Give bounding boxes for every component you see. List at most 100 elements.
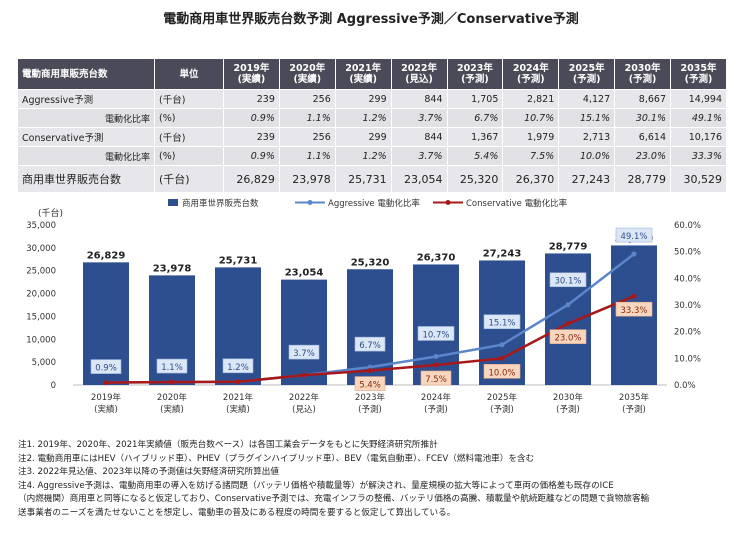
- conservative-point: [631, 293, 637, 299]
- table-cell: 1,367: [446, 127, 504, 147]
- table-cell: 26,829: [223, 165, 280, 193]
- table-cell: 0.9%: [223, 108, 280, 128]
- table-cell: 15.1%: [558, 108, 616, 128]
- table-cell: 25,731: [334, 165, 392, 193]
- table-cell: 10.0%: [558, 146, 616, 166]
- bar-data-label: 26,829: [87, 250, 126, 261]
- y2-tick-label: 30.0%: [674, 301, 701, 311]
- row-unit: (%): [154, 146, 224, 166]
- conservative-data-label: 7.5%: [425, 375, 447, 385]
- y2-tick-label: 10.0%: [674, 354, 701, 364]
- y-axis-label: (千台): [38, 207, 63, 219]
- table-cell: 239: [223, 89, 280, 109]
- table-row: 電動化比率 (%) 0.9% 1.1% 1.2% 3.7% 5.4% 7.5% 10.0% 23.…: [17, 146, 727, 166]
- x-tick-label: 2035年: [619, 392, 650, 403]
- table-cell: 0.9%: [223, 146, 280, 166]
- conservative-data-label-box: [615, 301, 653, 317]
- y2-tick-label: 0.0%: [674, 381, 696, 391]
- aggressive-data-label-box: [483, 314, 521, 330]
- table-cell: 23.0%: [614, 146, 671, 166]
- table-cell: 2,713: [558, 127, 616, 147]
- table-cell: 844: [390, 89, 448, 109]
- table-row: Aggressive予測 (千台) 239 256 299 844 1,705 2,821 4,…: [17, 89, 727, 109]
- table-cell: 10.7%: [502, 108, 560, 128]
- bar-data-label: 25,320: [351, 257, 390, 268]
- row-label: Conservative予測: [17, 127, 155, 147]
- x-tick-label: 2023年: [355, 392, 386, 403]
- legend-marker-conservative: [445, 200, 451, 205]
- notes: 注1. 2019年、2020年、2021年実績値（販売台数ベース）は各国工業会デ…: [18, 439, 733, 520]
- x-tick-label: (見込): [292, 404, 316, 415]
- table-cell: 3.7%: [390, 146, 448, 166]
- table-cell: 26,370: [502, 165, 560, 193]
- y-tick-label: 35,000: [26, 221, 56, 231]
- y-tick-label: 30,000: [26, 244, 56, 254]
- table-cell: 256: [278, 127, 336, 147]
- y-tick-label: 20,000: [26, 290, 56, 300]
- table-cell: 1.2%: [334, 108, 392, 128]
- table-cell: 256: [278, 89, 336, 109]
- bar-data-label: 27,243: [483, 248, 522, 259]
- conservative-data-label-box: [354, 376, 386, 391]
- row-label: 電動化比率: [17, 108, 155, 128]
- x-tick-label: 2024年: [421, 392, 452, 403]
- table-cell: 1.1%: [278, 146, 336, 166]
- table-cell: 27,243: [558, 165, 616, 193]
- table-cell: 23,978: [278, 165, 336, 193]
- y2-tick-label: 20.0%: [674, 328, 701, 338]
- aggressive-data-label: 10.7%: [422, 330, 449, 340]
- note-line: 送事業者のニーズを満たせないことを想定し、電動車の普及にある程度の時間を要すると…: [18, 507, 456, 518]
- aggressive-data-label-box: [222, 358, 254, 374]
- table-cell: 1.2%: [334, 146, 392, 166]
- table-header-cell: 2022年 (見込): [390, 58, 448, 90]
- table-header-cell: 2025年 (予測): [558, 58, 616, 90]
- aggressive-point: [631, 251, 637, 257]
- aggressive-data-label: 0.9%: [95, 364, 117, 374]
- y-tick-label: 25,000: [26, 267, 56, 277]
- x-tick-label: (予測): [424, 404, 448, 415]
- table-row: 電動化比率 (%) 0.9% 1.1% 1.2% 3.7% 6.7% 10.7% 15.1% 30…: [17, 108, 727, 128]
- conservative-data-label: 10.0%: [488, 368, 515, 378]
- conservative-point: [433, 362, 439, 368]
- x-tick-label: 2022年: [289, 392, 320, 403]
- conservative-data-label: 23.0%: [554, 334, 581, 344]
- x-tick-label: 2019年: [91, 392, 122, 403]
- y2-tick-label: 40.0%: [674, 274, 701, 284]
- aggressive-point: [433, 353, 439, 359]
- note-line: 注2. 電動商用車にはHEV（ハイブリッド車）、PHEV（プラグインハイブリッド…: [18, 453, 535, 464]
- bar-data-label: 23,978: [153, 263, 192, 274]
- table-cell: 4,127: [558, 89, 616, 109]
- table-cell: 299: [334, 127, 392, 147]
- aggressive-point: [367, 364, 373, 370]
- table-cell: 49.1%: [670, 108, 727, 128]
- table-row: 商用車世界販売台数 (千台) 26,829 23,978 25,731 23,054 25,…: [17, 165, 727, 193]
- row-label: 商用車世界販売台数: [17, 165, 155, 193]
- table-cell: 14,994: [670, 89, 727, 109]
- table-cell: 6,614: [614, 127, 671, 147]
- x-tick-label: (実績): [160, 404, 184, 415]
- y-tick-label: 5,000: [32, 358, 56, 368]
- table-row: Conservative予測 (千台) 239 256 299 844 1,367 1,979…: [17, 127, 727, 147]
- table-header-cell: 2023年 (予測): [446, 58, 504, 90]
- conservative-point: [565, 321, 571, 327]
- table-cell: 3.7%: [390, 108, 448, 128]
- note-line: 注4. Aggressive予測は、電動商用車の導入を妨げる諸問題（バッテリ価格…: [18, 480, 614, 491]
- table-header-row: 電動商用車販売台数 単位 2019年 (実績) 2020年 (実績) 2021年 (実績) 20…: [17, 58, 727, 90]
- conservative-point: [301, 372, 307, 378]
- row-label: Aggressive予測: [17, 89, 155, 109]
- combo-chart: 商用車世界販売台数 Aggressive 電動化比率 Conservative 電動…: [26, 198, 701, 415]
- conservative-point: [367, 368, 373, 374]
- aggressive-point: [499, 342, 505, 348]
- aggressive-data-label: 49.1%: [620, 232, 647, 242]
- legend-swatch-bars: [168, 199, 178, 206]
- legend-label-bars: 商用車世界販売台数: [182, 198, 259, 209]
- conservative-data-label-box: [420, 370, 452, 386]
- aggressive-data-label-box: [615, 227, 653, 243]
- table-cell: 5.4%: [446, 146, 504, 166]
- table-header-cell: 2035年 (予測): [670, 58, 727, 90]
- note-line: 注3. 2022年見込値、2023年以降の予測値は矢野経済研究所算出値: [18, 467, 279, 477]
- row-unit: (千台): [154, 89, 224, 109]
- y-tick-label: 10,000: [26, 335, 56, 345]
- row-unit: (千台): [154, 127, 224, 147]
- table-header-cell: 単位: [154, 58, 224, 90]
